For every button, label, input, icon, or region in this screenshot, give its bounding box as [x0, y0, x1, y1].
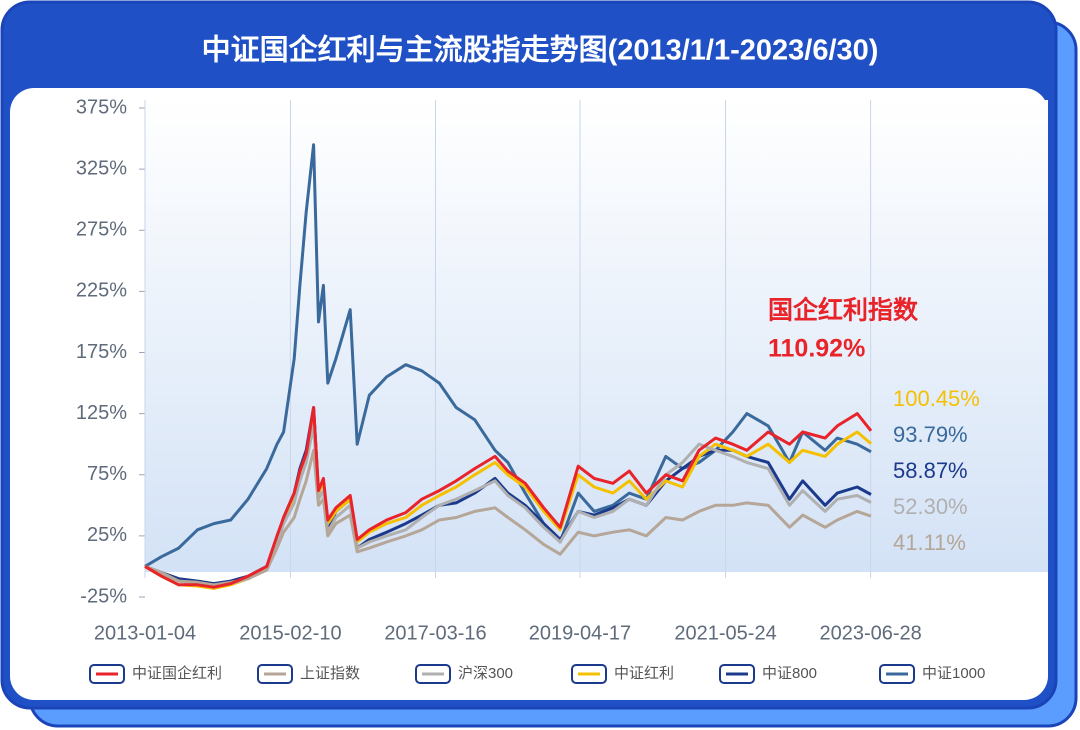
y-tick-label: 225% — [76, 280, 127, 302]
legend-label: 中证1000 — [922, 665, 985, 682]
end-label: 41.11% — [893, 530, 966, 555]
y-tick-label: 275% — [76, 219, 127, 241]
y-tick-label: 25% — [87, 524, 127, 546]
x-tick-label: 2023-06-28 — [819, 622, 921, 644]
series-line — [144, 143, 872, 568]
lines — [144, 143, 873, 590]
end-label: 58.87% — [893, 458, 968, 483]
x-tick-label: 2015-02-10 — [239, 622, 341, 644]
x-tick-label: 2021-05-24 — [674, 622, 776, 644]
legend-label: 中证800 — [762, 665, 817, 682]
labels: -25% 25% 75% 125% 175% 225% 275% 325% 375% 2013-0… — [76, 96, 985, 684]
end-label: 52.30% — [893, 494, 968, 519]
legend-label: 沪深300 — [458, 665, 513, 682]
end-label: 93.79% — [893, 422, 968, 447]
legend-label: 中证红利 — [614, 665, 674, 682]
y-tick-label: -25% — [80, 585, 127, 607]
end-label: 100.45% — [893, 386, 980, 411]
x-tick-label: 2019-04-17 — [529, 622, 631, 644]
x-tick-label: 2013-01-04 — [94, 622, 196, 644]
legend-label: 上证指数 — [300, 665, 360, 682]
y-tick-label: 375% — [76, 96, 127, 118]
y-tick-label: 125% — [76, 402, 127, 424]
series-line — [144, 406, 873, 589]
series-line — [144, 448, 872, 587]
annotation: 国企红利指数 — [768, 296, 919, 325]
grid — [139, 100, 872, 598]
end-label: 110.92% — [768, 335, 865, 363]
chart-title: 中证国企红利与主流股指走势图(2013/1/1-2023/6/30) — [202, 33, 879, 67]
y-tick-label: 325% — [76, 157, 127, 179]
y-tick-label: 175% — [76, 341, 127, 363]
series-line — [144, 424, 872, 588]
x-tick-label: 2017-03-16 — [384, 622, 486, 644]
y-tick-label: 75% — [87, 463, 127, 485]
legend-label: 中证国企红利 — [132, 664, 222, 682]
